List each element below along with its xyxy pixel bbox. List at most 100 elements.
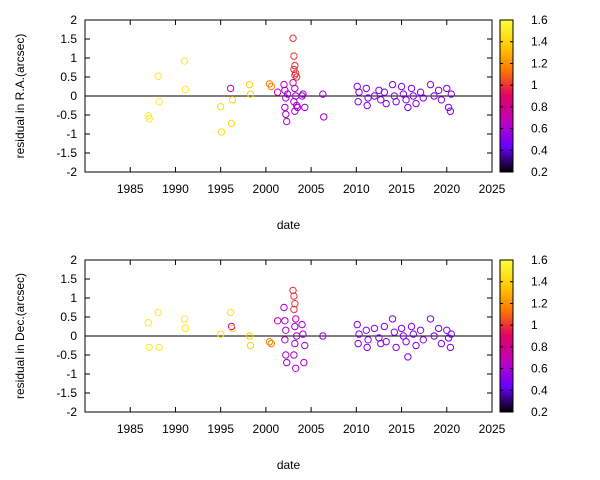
- data-point: [273, 88, 282, 96]
- data-point: [355, 88, 363, 96]
- x-tick-label: 2005: [298, 422, 325, 436]
- data-point: [362, 84, 370, 93]
- data-point: [265, 338, 274, 346]
- data-point: [246, 341, 255, 350]
- data-point: [290, 292, 298, 300]
- data-point: [290, 65, 298, 74]
- data-point: [292, 73, 301, 81]
- x-tick-label: 2010: [343, 422, 370, 436]
- colorbar-tick-label: 1.2: [531, 296, 548, 310]
- colorbar-tick-label: 0.6: [531, 362, 548, 376]
- data-point: [282, 326, 290, 334]
- x-tick-label: 1990: [162, 182, 189, 196]
- data-point: [181, 324, 190, 333]
- y-tick-label: 2: [70, 253, 77, 267]
- y-tick-label: -0.5: [56, 348, 77, 362]
- colorbar-tick-label: 1: [531, 78, 538, 92]
- data-point: [409, 92, 418, 100]
- data-point: [443, 326, 451, 334]
- data-point: [273, 317, 282, 325]
- colorbar-tick-label: 0.4: [531, 383, 548, 397]
- data-point: [380, 322, 389, 331]
- data-point: [280, 303, 288, 312]
- data-point: [154, 308, 162, 317]
- data-point: [291, 71, 299, 79]
- x-tick-label: 2020: [433, 182, 460, 196]
- data-point: [434, 324, 443, 333]
- data-point: [430, 332, 438, 340]
- data-point: [283, 90, 292, 98]
- data-point: [145, 343, 153, 352]
- x-tick-label: 2025: [479, 422, 506, 436]
- x-axis-label: date: [277, 458, 301, 472]
- y-tick-label: 0: [70, 329, 77, 343]
- colorbar-tick-label: 1.6: [531, 13, 548, 27]
- data-point: [216, 102, 225, 111]
- data-point: [292, 364, 300, 372]
- data-point: [282, 94, 290, 102]
- data-point: [282, 358, 291, 367]
- data-point: [281, 336, 289, 344]
- x-tick-label: 2000: [253, 182, 280, 196]
- data-point: [281, 103, 289, 112]
- data-point: [407, 322, 416, 331]
- colorbar-tick-label: 1.4: [531, 275, 548, 289]
- data-point: [426, 80, 435, 89]
- colorbar: [499, 259, 514, 413]
- data-point: [382, 338, 390, 346]
- x-tick-label: 2015: [388, 182, 415, 196]
- data-point: [245, 332, 254, 340]
- data-point: [299, 330, 307, 338]
- colorbar-tick-label: 0.6: [531, 122, 548, 136]
- colorbar-tick-label: 0.8: [531, 340, 548, 354]
- data-point: [447, 90, 455, 98]
- data-point: [291, 84, 299, 93]
- x-tick-label: 1995: [207, 182, 234, 196]
- data-point: [412, 341, 420, 350]
- x-tick-label: 2010: [343, 182, 370, 196]
- x-tick-label: 2005: [298, 182, 325, 196]
- data-point: [144, 112, 153, 120]
- data-point: [397, 82, 406, 91]
- data-point: [298, 320, 306, 329]
- data-point: [392, 98, 400, 106]
- data-point: [402, 338, 410, 346]
- data-point: [292, 315, 300, 323]
- data-point: [397, 324, 406, 333]
- data-point: [377, 96, 385, 104]
- data-point: [363, 343, 371, 352]
- data-point: [267, 339, 276, 348]
- data-point: [443, 84, 451, 93]
- colorbar-tick-label: 1: [531, 318, 538, 332]
- x-tick-label: 1985: [117, 182, 144, 196]
- x-tick-label: 2015: [388, 422, 415, 436]
- data-point: [446, 107, 455, 115]
- y-tick-label: 2: [70, 13, 77, 27]
- data-point: [155, 343, 163, 352]
- colorbar-tick-label: 1.2: [531, 56, 548, 70]
- y-tick-label: -0.5: [56, 108, 77, 122]
- data-point: [444, 103, 453, 112]
- data-point: [364, 336, 372, 344]
- y-tick-label: -1: [66, 367, 77, 381]
- y-tick-label: 1: [70, 291, 77, 305]
- data-point: [437, 339, 446, 348]
- ra-residual-panel: -2 -1.5 -1 -0.5 0 0.5 1 1.5 2 1985 1990 1995 2000 200…: [13, 13, 548, 232]
- colorbar-tick-label: 0.4: [531, 143, 548, 157]
- dec-residual-panel: -2 -1.5 -1 -0.5 0 0.5 1 1.5 2 1985 1990 1995 2000 200…: [13, 253, 548, 472]
- data-point: [180, 57, 189, 65]
- data-point: [404, 353, 412, 361]
- colorbar-tick-label: 1.6: [531, 253, 548, 267]
- y-tick-label: -2: [66, 405, 77, 419]
- x-tick-label: 1990: [162, 422, 189, 436]
- data-point: [227, 119, 236, 128]
- data-point: [320, 113, 328, 121]
- data-point: [282, 117, 291, 126]
- data-point: [290, 305, 298, 314]
- data-point: [228, 324, 237, 333]
- data-point: [355, 330, 363, 338]
- data-point: [267, 82, 276, 91]
- data-point: [289, 34, 297, 42]
- data-point: [319, 90, 327, 98]
- colorbar-tick-label: 0.2: [531, 165, 548, 179]
